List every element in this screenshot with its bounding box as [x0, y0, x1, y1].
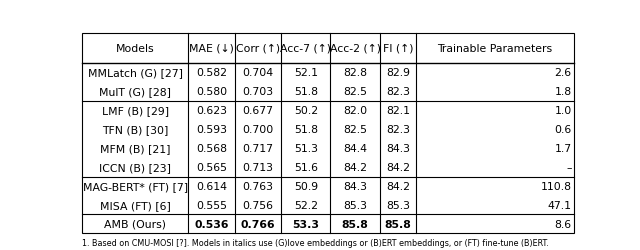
Text: 0.763: 0.763 [243, 181, 273, 191]
Text: 0.677: 0.677 [243, 106, 273, 116]
Text: 0.614: 0.614 [196, 181, 227, 191]
Text: AMB (Ours): AMB (Ours) [104, 219, 166, 229]
Text: 85.3: 85.3 [343, 200, 367, 210]
Text: 0.582: 0.582 [196, 68, 227, 78]
Text: 50.9: 50.9 [294, 181, 318, 191]
Text: 1.7: 1.7 [554, 144, 572, 154]
Text: 84.2: 84.2 [343, 162, 367, 172]
Text: 0.713: 0.713 [243, 162, 273, 172]
Text: 82.1: 82.1 [386, 106, 410, 116]
Text: ICCN (B) [23]: ICCN (B) [23] [99, 162, 172, 172]
Text: Acc-2 (↑): Acc-2 (↑) [330, 44, 381, 54]
Text: 82.5: 82.5 [343, 87, 367, 97]
Text: 0.568: 0.568 [196, 144, 227, 154]
Text: 50.2: 50.2 [294, 106, 318, 116]
Text: 47.1: 47.1 [548, 200, 572, 210]
Text: 1.0: 1.0 [554, 106, 572, 116]
Text: 0.756: 0.756 [243, 200, 273, 210]
Text: 85.8: 85.8 [342, 219, 369, 229]
Text: 51.3: 51.3 [294, 144, 318, 154]
Text: 82.9: 82.9 [386, 68, 410, 78]
Text: 1.8: 1.8 [554, 87, 572, 97]
Text: 0.536: 0.536 [194, 219, 228, 229]
Text: LMF (B) [29]: LMF (B) [29] [102, 106, 169, 116]
Text: 110.8: 110.8 [541, 181, 572, 191]
Text: FI (↑): FI (↑) [383, 44, 413, 54]
Text: 0.623: 0.623 [196, 106, 227, 116]
Text: 82.3: 82.3 [386, 125, 410, 135]
Text: 84.3: 84.3 [386, 144, 410, 154]
Text: 51.8: 51.8 [294, 87, 318, 97]
Text: 0.593: 0.593 [196, 125, 227, 135]
Text: 0.6: 0.6 [554, 125, 572, 135]
Text: 0.700: 0.700 [243, 125, 274, 135]
Text: –: – [566, 162, 572, 172]
Text: 0.703: 0.703 [243, 87, 273, 97]
Text: 51.8: 51.8 [294, 125, 318, 135]
Text: MulT (G) [28]: MulT (G) [28] [99, 87, 172, 97]
Text: MMLatch (G) [27]: MMLatch (G) [27] [88, 68, 183, 78]
Text: 2.6: 2.6 [554, 68, 572, 78]
Text: 0.555: 0.555 [196, 200, 227, 210]
Text: 82.3: 82.3 [386, 87, 410, 97]
Text: Corr (↑): Corr (↑) [236, 44, 280, 54]
Text: 85.3: 85.3 [386, 200, 410, 210]
Text: MISA (FT) [6]: MISA (FT) [6] [100, 200, 171, 210]
Text: MAG-BERT* (FT) [7]: MAG-BERT* (FT) [7] [83, 181, 188, 191]
Text: 53.3: 53.3 [292, 219, 319, 229]
Text: 82.5: 82.5 [343, 125, 367, 135]
Text: Acc-7 (↑): Acc-7 (↑) [280, 44, 332, 54]
Text: 84.4: 84.4 [343, 144, 367, 154]
Text: 0.766: 0.766 [241, 219, 275, 229]
Text: 1. Based on CMU-MOSI [?]. Models in italics use (G)love embeddings or (B)ERT emb: 1. Based on CMU-MOSI [?]. Models in ital… [83, 238, 549, 246]
Text: 82.0: 82.0 [343, 106, 367, 116]
Text: 84.2: 84.2 [386, 162, 410, 172]
Text: MAE (↓): MAE (↓) [189, 44, 234, 54]
Text: MFM (B) [21]: MFM (B) [21] [100, 144, 170, 154]
Text: 8.6: 8.6 [554, 219, 572, 229]
Text: 85.8: 85.8 [385, 219, 412, 229]
Text: 0.704: 0.704 [243, 68, 273, 78]
Text: 84.2: 84.2 [386, 181, 410, 191]
Text: 0.717: 0.717 [243, 144, 273, 154]
Text: 84.3: 84.3 [343, 181, 367, 191]
Text: Trainable Parameters: Trainable Parameters [437, 44, 552, 54]
Text: 51.6: 51.6 [294, 162, 318, 172]
Text: 52.1: 52.1 [294, 68, 318, 78]
Text: 0.580: 0.580 [196, 87, 227, 97]
Text: 0.565: 0.565 [196, 162, 227, 172]
Text: 52.2: 52.2 [294, 200, 318, 210]
Text: TFN (B) [30]: TFN (B) [30] [102, 125, 168, 135]
Text: Models: Models [116, 44, 155, 54]
Text: 82.8: 82.8 [343, 68, 367, 78]
